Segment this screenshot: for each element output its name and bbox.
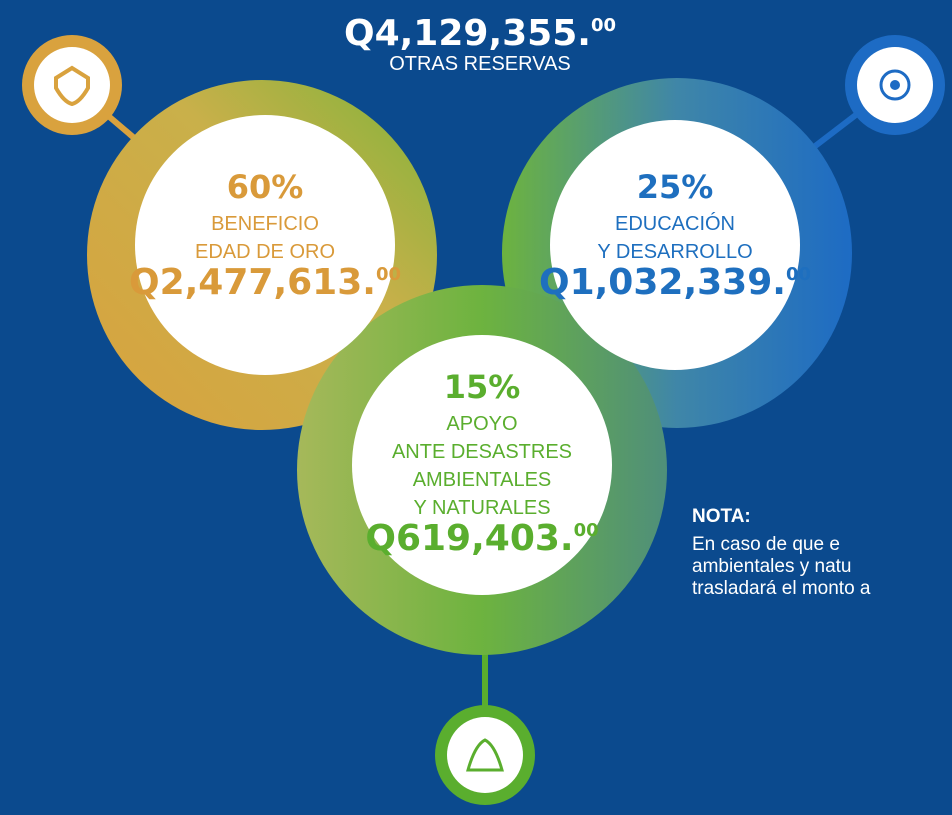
label: APOYO <box>446 413 517 435</box>
header-label: OTRAS RESERVAS <box>389 53 571 75</box>
percent: 60% <box>227 168 304 206</box>
percent: 25% <box>637 168 714 206</box>
note-title: NOTA: <box>692 506 751 527</box>
percent: 15% <box>444 368 521 406</box>
header-amount: Q4,129,355.00 <box>344 13 616 54</box>
icon-gold <box>22 35 122 135</box>
label: EDAD DE ORO <box>195 241 335 263</box>
label: ANTE DESASTRES <box>392 441 572 463</box>
label: EDUCACIÓN <box>615 212 735 235</box>
note-line: En caso de que e <box>692 534 840 555</box>
green-inner <box>352 335 612 595</box>
note-line: ambientales y natu <box>692 556 852 577</box>
label: Y NATURALES <box>413 497 550 519</box>
icon-blue <box>845 35 945 135</box>
label: Y DESARROLLO <box>597 241 752 263</box>
amount: Q1,032,339.00 <box>539 262 811 303</box>
note-line: trasladará el monto a <box>692 578 871 599</box>
amount: Q619,403.00 <box>365 518 598 559</box>
label: AMBIENTALES <box>413 469 552 491</box>
amount: Q2,477,613.00 <box>129 262 401 303</box>
blue-inner <box>550 120 800 370</box>
label: BENEFICIO <box>211 213 319 235</box>
icon-green <box>435 705 535 805</box>
gold-inner <box>135 115 395 375</box>
